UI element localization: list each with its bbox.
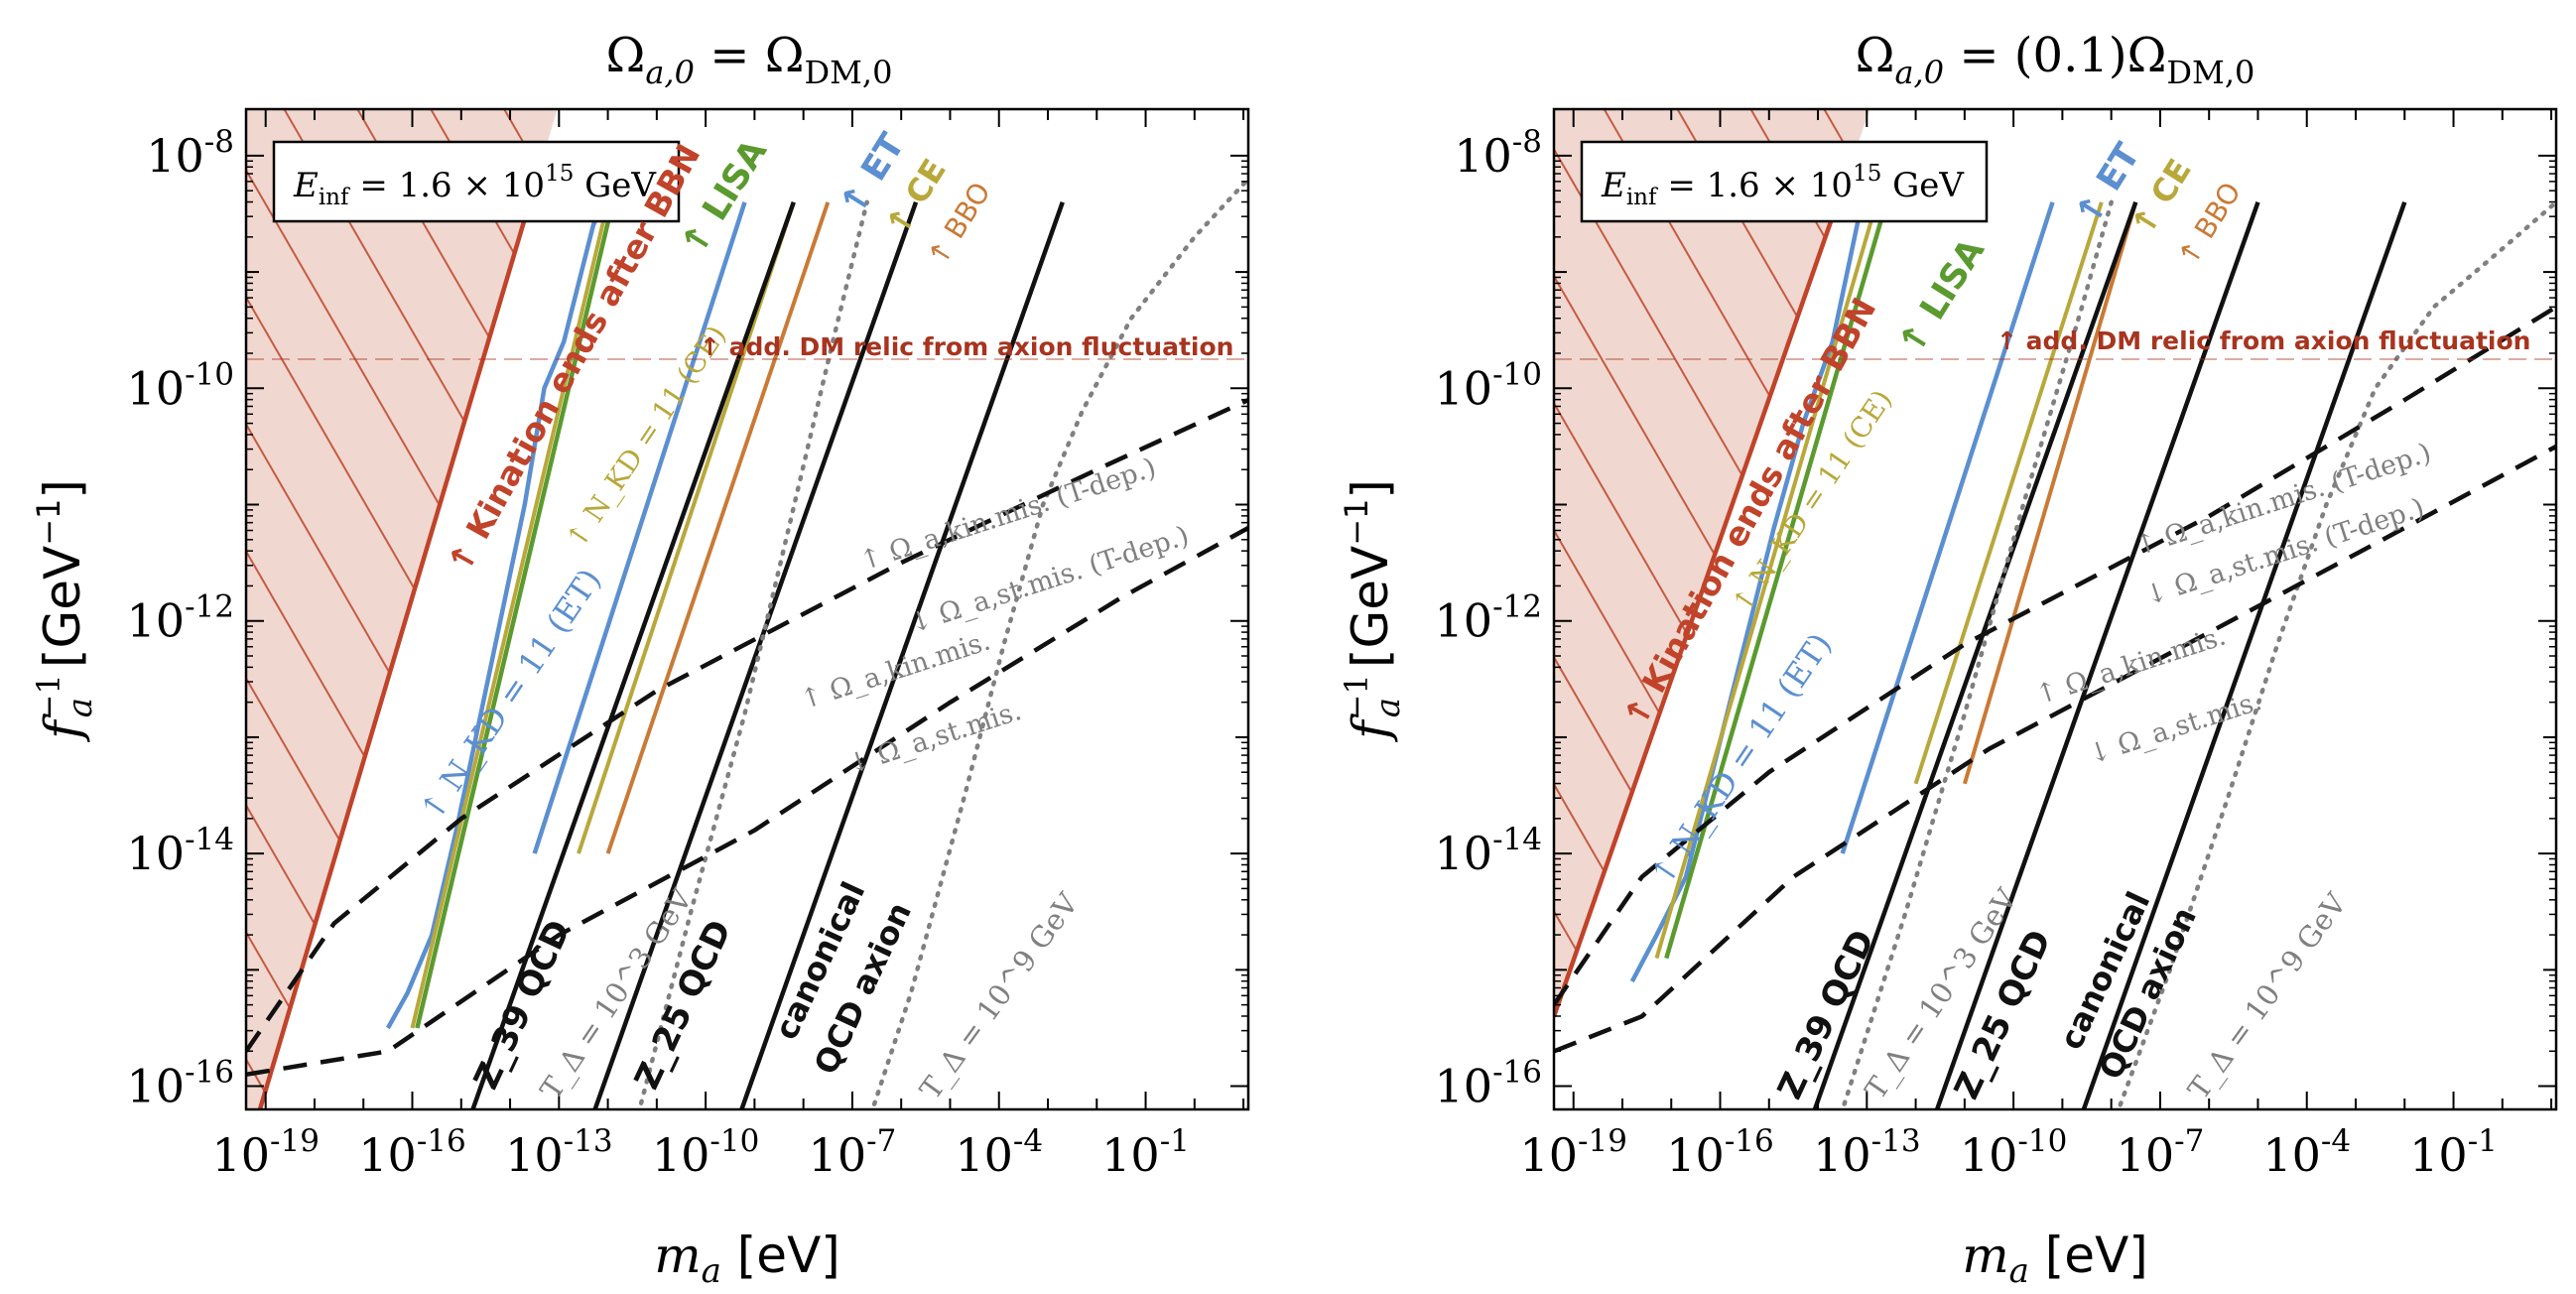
series-line-bbo — [605, 201, 831, 854]
annotation--a-kin-mis-: ↑ Ω_a,kin.mis. — [2032, 621, 2230, 712]
kination-hatching — [1554, 109, 1870, 1017]
x-axis-label: ma [eV] — [654, 1227, 840, 1291]
series-line-et — [532, 201, 747, 854]
y-tick-label: 10-16 — [1435, 1055, 1542, 1113]
series-line-bbo — [1962, 201, 2138, 785]
chart-title: Ωa,0 = (0.1)ΩDM,0 — [1856, 28, 2255, 91]
series-line-et — [1840, 201, 2055, 854]
series-line-z-25-qcd — [1934, 201, 2260, 1109]
x-tick-label: 10-4 — [2262, 1123, 2351, 1182]
series-line-t-10-3-gev — [637, 199, 869, 1109]
y-tick-label: 10-14 — [1435, 822, 1542, 880]
plot-frame — [1552, 107, 2558, 1111]
series-line-kination-ends-after-bbn — [257, 201, 532, 1109]
x-tick-label: 10-4 — [955, 1123, 1043, 1182]
x-axis-label: ma [eV] — [1962, 1227, 2148, 1291]
x-tick-label: 10-19 — [211, 1123, 319, 1182]
x-tick-label: 10-7 — [2117, 1123, 2205, 1182]
y-axis-label: f−1a [GeV−1] — [30, 479, 100, 743]
series-line-canonical-qcd-axion — [2081, 201, 2407, 1109]
series-line-z-39-qcd — [470, 201, 796, 1109]
x-tick-label: 10-13 — [505, 1123, 612, 1182]
x-tick-label: 10-16 — [1666, 1123, 1773, 1182]
series-line-canonical-qcd-axion — [739, 201, 1065, 1109]
series-line--a-kin-mis-t-dep- — [246, 397, 1248, 1053]
series-line-t-10-9-gev — [869, 177, 1248, 1109]
series-line--a-kin-mis-t-dep- — [1554, 305, 2556, 1006]
x-tick-label: 10-10 — [652, 1123, 759, 1182]
y-tick-label: 10-8 — [146, 124, 234, 183]
annotation-lisa: ↑ LISA — [1891, 232, 1993, 362]
series-line-lisa — [415, 201, 615, 1029]
series-line-t-10-9-gev — [2116, 199, 2556, 1109]
inset-box — [1580, 140, 1989, 223]
series-line--a-kin-mis- — [1554, 444, 2556, 1054]
x-tick-label: 10-16 — [358, 1123, 465, 1182]
inset-text: Einf = 1.6 × 1015 GeV — [293, 161, 657, 210]
y-tick-label: 10-10 — [127, 356, 234, 415]
series-line-ce — [1913, 201, 2104, 785]
y-tick-label: 10-8 — [1454, 124, 1542, 183]
x-tick-label: 10-7 — [809, 1123, 897, 1182]
y-tick-label: 10-10 — [1435, 356, 1542, 415]
y-tick-label: 10-12 — [1435, 589, 1542, 648]
annotation-t-10-9-gev: T_Δ = 10^9 GeV — [2181, 886, 2355, 1106]
x-tick-label: 10-1 — [2409, 1123, 2498, 1182]
y-tick-label: 10-14 — [127, 822, 234, 880]
series-line-lisa — [1664, 201, 1889, 960]
annotation-add-dm-relic-from-axion-fluctuation: ↑ add. DM relic from axion fluctuation — [700, 332, 1233, 361]
series-line-t-10-3-gev — [1840, 199, 2114, 1109]
chart-title: Ωa,0 = ΩDM,0 — [606, 28, 893, 91]
y-tick-label: 10-12 — [127, 589, 234, 648]
x-tick-label: 10-10 — [1960, 1123, 2067, 1182]
series-line-kination-ends-after-bbn — [1554, 201, 1840, 1017]
series-line-z-25-qcd — [592, 201, 919, 1109]
x-tick-label: 10-19 — [1519, 1123, 1626, 1182]
annotation-add-dm-relic-from-axion-fluctuation: ↑ add. DM relic from axion fluctuation — [1996, 326, 2530, 355]
series-line-ce — [577, 201, 796, 854]
plot-area — [246, 109, 1248, 1109]
panel-left: Ωa,0 = ΩDM,0 10-19 10-16 10-13 10-10 10-7 10-4… — [30, 28, 1250, 1291]
series-line-n-kd-11-ce- — [410, 201, 610, 1029]
series-line-z-39-qcd — [1812, 201, 2138, 1109]
series-line-n-kd-11-ce- — [1654, 201, 1879, 960]
y-axis-label: f−1a [GeV−1] — [1338, 479, 1408, 743]
series-line--a-kin-mis- — [246, 526, 1248, 1078]
inset-text: Einf = 1.6 × 1015 GeV — [1601, 161, 1965, 210]
inset-box — [272, 140, 681, 223]
annotation--a-kin-mis-: ↑ Ω_a,kin.mis. — [797, 626, 994, 716]
x-tick-label: 10-13 — [1813, 1123, 1920, 1182]
annotation-t-10-9-gev: T_Δ = 10^9 GeV — [913, 886, 1087, 1106]
annotation--a-st-mis-: ↓ Ω_a,st.mis. — [2085, 686, 2265, 771]
x-tick-label: 10-1 — [1101, 1123, 1190, 1182]
series-line-n-kd-11-et- — [385, 200, 605, 1030]
plot-frame — [244, 107, 1250, 1111]
plot-area — [1554, 109, 2556, 1109]
y-tick-label: 10-16 — [127, 1055, 234, 1113]
panel-right: Ωa,0 = (0.1)ΩDM,0 10-19 10-16 10-13 10-10 10-… — [1338, 28, 2558, 1291]
